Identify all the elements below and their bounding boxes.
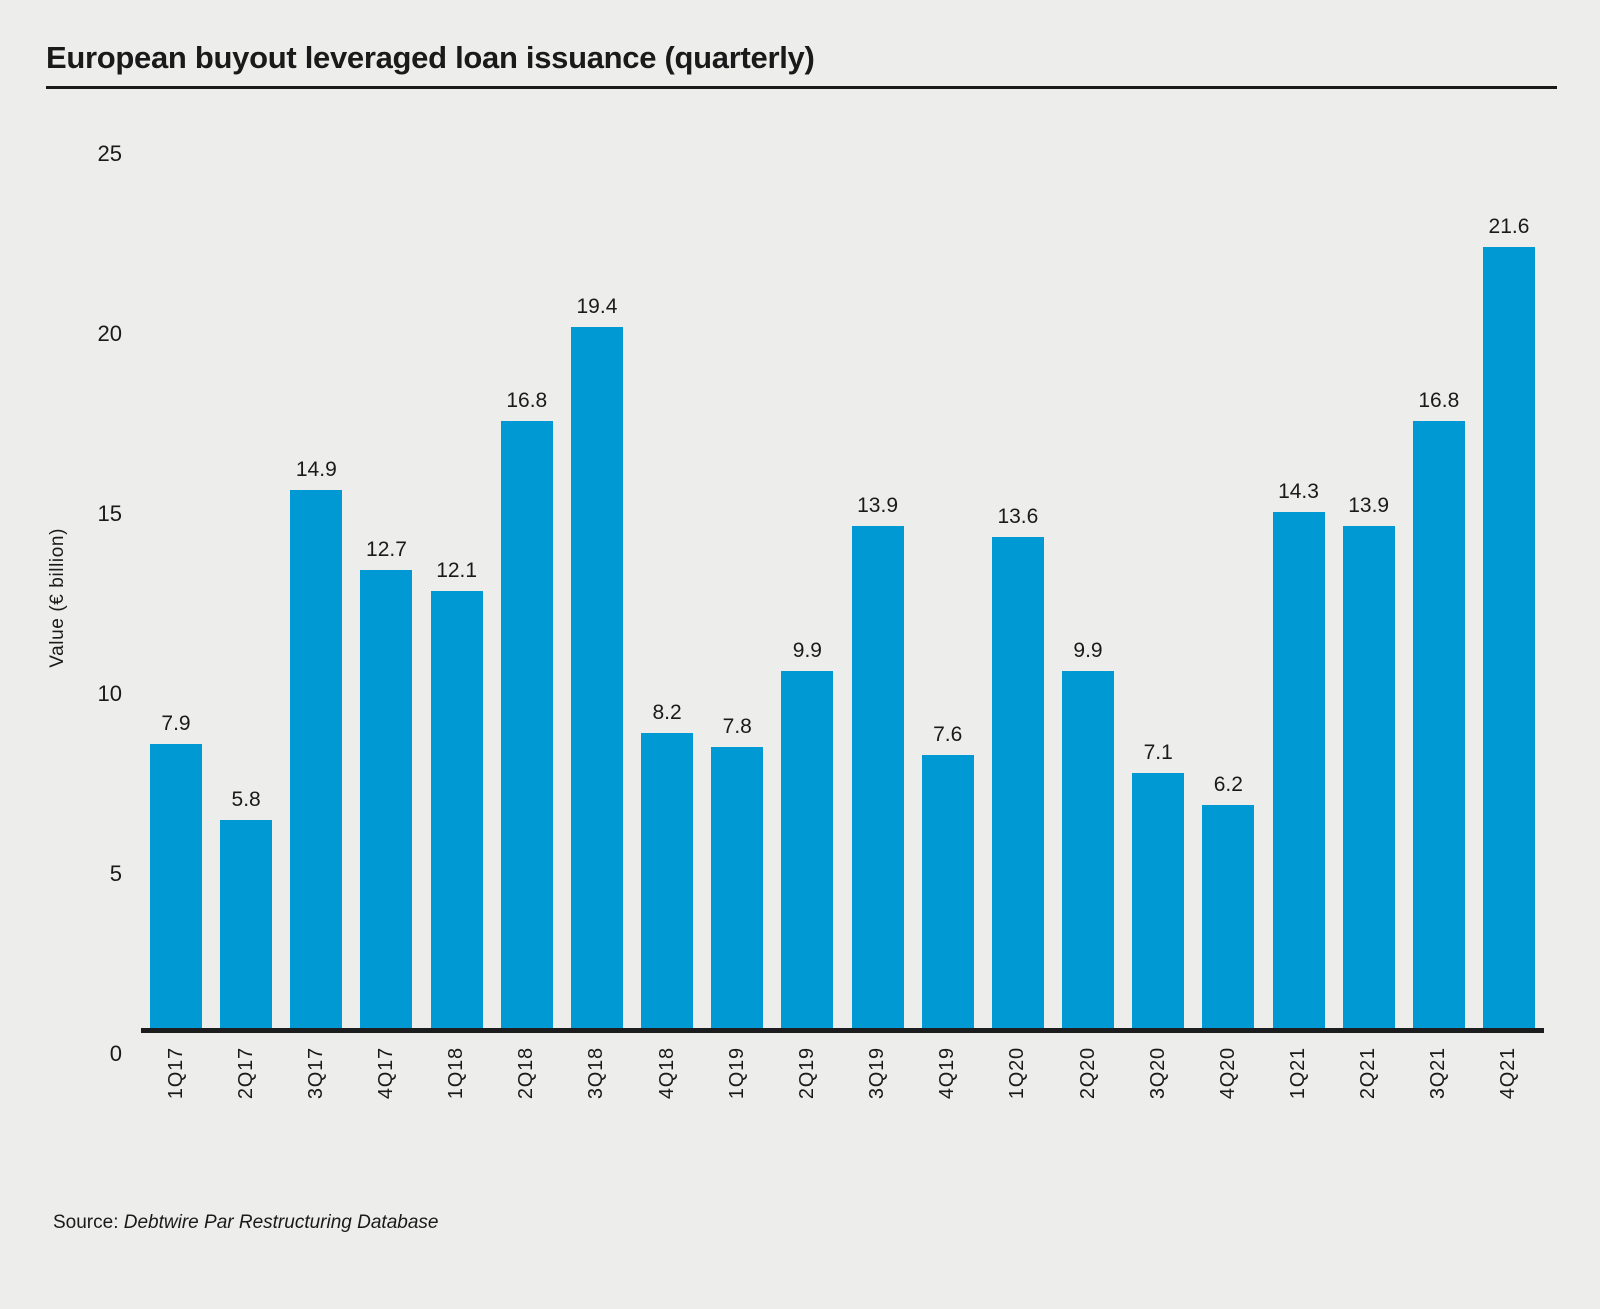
x-axis-label: 4Q21: [1497, 1047, 1520, 1100]
bar: [1482, 247, 1535, 1030]
x-axis-label: 2Q19: [795, 1047, 818, 1100]
bar-slot: 8.2: [641, 124, 694, 1030]
bar: [711, 747, 764, 1030]
bar-value-label: 19.4: [576, 295, 618, 318]
bar: [1132, 773, 1185, 1030]
y-tick-label: 0: [109, 1041, 122, 1066]
bar: [150, 744, 202, 1030]
x-axis-label: 1Q17: [164, 1047, 187, 1100]
bar: [220, 820, 273, 1030]
x-axis-label: 3Q20: [1146, 1047, 1169, 1100]
bar-value-label: 9.9: [792, 639, 822, 662]
bar: [1062, 671, 1115, 1030]
y-tick-label: 15: [97, 501, 122, 526]
bar: [851, 526, 904, 1030]
x-axis-labels: 1Q17 2Q17 3Q17 4Q17 1Q18 2Q18 3Q18 4Q18 1Q19 2Q19…: [150, 1047, 1535, 1137]
x-axis-label: 3Q19: [866, 1047, 889, 1100]
x-axis-label: 3Q17: [304, 1047, 327, 1100]
page-title: European buyout leveraged loan issuance …: [46, 40, 815, 75]
bar-slot: 16.8: [500, 124, 553, 1030]
bar: [500, 421, 553, 1030]
bar: [290, 490, 343, 1030]
bar: [1272, 512, 1325, 1030]
bar-slot: 7.6: [921, 124, 974, 1030]
bar: [921, 755, 974, 1030]
source-value: Debtwire Par Restructuring Database: [123, 1212, 439, 1233]
x-axis-label: 1Q19: [725, 1047, 748, 1100]
bar: [781, 671, 834, 1030]
bar-slot: 21.6: [1482, 124, 1535, 1030]
bar-slot: 7.8: [711, 124, 764, 1030]
bar-slot: 13.6: [991, 124, 1044, 1030]
bar-value-label: 12.1: [436, 559, 478, 582]
bar-value-label: 9.9: [1073, 639, 1103, 662]
bar-value-label: 12.7: [366, 538, 407, 561]
bar-value-label: 5.8: [231, 788, 261, 811]
bar-value-label: 7.6: [933, 723, 963, 746]
y-tick-label: 25: [97, 141, 122, 166]
bar-value-label: 13.9: [1348, 494, 1390, 517]
bar: [991, 537, 1044, 1030]
bar-value-label: 7.1: [1143, 741, 1173, 764]
bar: [1412, 421, 1465, 1030]
bar-value-label: 16.8: [506, 389, 548, 412]
bar: [360, 570, 413, 1030]
bar: [1342, 526, 1395, 1030]
bar: [430, 591, 483, 1030]
bar-slot: 16.8: [1412, 124, 1465, 1030]
bar-slot: 19.4: [570, 124, 623, 1030]
x-axis-label: 4Q18: [655, 1047, 678, 1100]
bar-slot: 6.2: [1202, 124, 1255, 1030]
source-label: Source:: [53, 1212, 119, 1233]
bar-value-label: 8.2: [652, 701, 682, 724]
x-axis-label: 4Q20: [1216, 1047, 1239, 1100]
y-axis-title: Value (€ billion): [47, 528, 68, 668]
x-axis-label: 1Q20: [1006, 1047, 1029, 1100]
bar-value-label: 16.8: [1418, 389, 1460, 412]
bar: [1202, 805, 1255, 1030]
bar: [641, 733, 694, 1030]
source-note: Source: Debtwire Par Restructuring Datab…: [53, 1212, 438, 1234]
x-axis-label: 1Q21: [1287, 1047, 1309, 1100]
x-axis-label: 2Q20: [1076, 1047, 1099, 1100]
bar: [570, 327, 623, 1030]
plot-area: 7.9 5.8 14.9 12.7 12.1 16.8 19.4 8.2 7.8 9.9 13.9 7…: [150, 124, 1535, 1030]
bar-slot: 12.1: [430, 124, 483, 1030]
title-divider: [46, 86, 1557, 89]
x-axis-label: 4Q17: [374, 1047, 397, 1100]
bar-value-label: 7.9: [161, 712, 191, 735]
bar-slot: 13.9: [851, 124, 904, 1030]
bar-slot: 12.7: [360, 124, 413, 1030]
bar-value-label: 13.6: [997, 505, 1039, 528]
bar-slot: 14.3: [1272, 124, 1325, 1030]
bar-slot: 9.9: [1062, 124, 1115, 1030]
x-axis-label: 2Q17: [234, 1047, 257, 1100]
bar-value-label: 7.8: [722, 715, 752, 738]
bar-value-label: 6.2: [1213, 773, 1243, 796]
bar-slot: 7.1: [1132, 124, 1185, 1030]
bar-value-label: 13.9: [857, 494, 898, 517]
bar-value-label: 14.3: [1278, 480, 1319, 503]
bar-slot: 5.8: [220, 124, 273, 1030]
x-axis-label: 1Q18: [445, 1047, 468, 1100]
bar-slot: 9.9: [781, 124, 834, 1030]
x-axis-label: 2Q21: [1357, 1047, 1380, 1100]
bar-value-label: 21.6: [1488, 215, 1530, 238]
bar-slot: 13.9: [1342, 124, 1395, 1030]
x-axis-label: 3Q21: [1427, 1047, 1450, 1100]
x-axis-line: [141, 1028, 1544, 1033]
x-axis-label: 2Q18: [515, 1047, 538, 1100]
bar-value-label: 14.9: [295, 458, 337, 481]
y-tick-label: 10: [97, 681, 122, 706]
x-axis-label: 3Q18: [585, 1047, 608, 1100]
y-tick-label: 5: [109, 861, 122, 886]
y-tick-label: 20: [97, 321, 122, 346]
bar-slot: 7.9: [150, 124, 202, 1030]
x-axis-label: 4Q19: [936, 1047, 959, 1100]
bar-slot: 14.9: [290, 124, 343, 1030]
